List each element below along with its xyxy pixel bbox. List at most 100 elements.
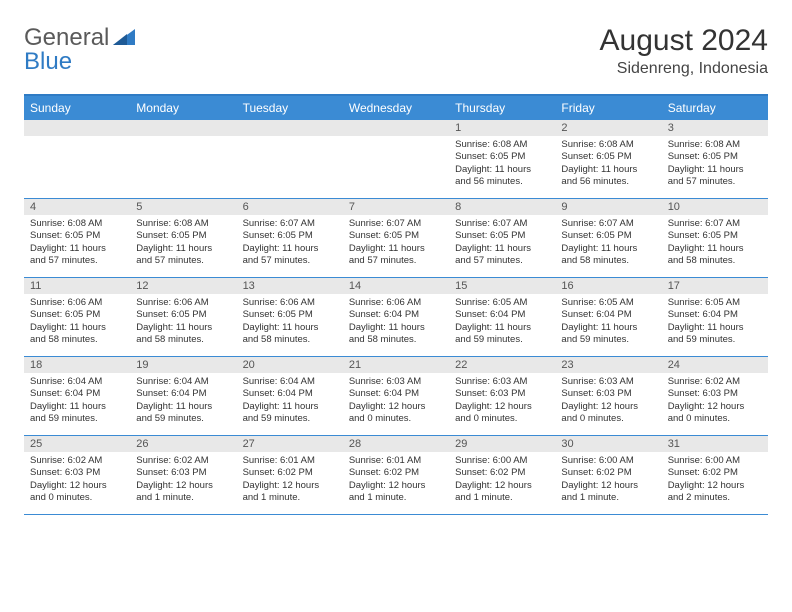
day-cell: 14Sunrise: 6:06 AMSunset: 6:04 PMDayligh… <box>343 278 449 356</box>
week-row: 4Sunrise: 6:08 AMSunset: 6:05 PMDaylight… <box>24 199 768 278</box>
sunrise-text: Sunrise: 6:02 AM <box>30 455 124 467</box>
sunset-text: Sunset: 6:04 PM <box>349 309 443 321</box>
day-number <box>130 120 236 136</box>
day-number <box>24 120 130 136</box>
day-content: Sunrise: 6:06 AMSunset: 6:05 PMDaylight:… <box>130 294 236 350</box>
day-number: 1 <box>449 120 555 136</box>
logo-text-blue: Blue <box>24 48 72 75</box>
day-cell <box>343 120 449 198</box>
day-number: 2 <box>555 120 661 136</box>
weekday-header: Wednesday <box>343 96 449 120</box>
day-cell: 11Sunrise: 6:06 AMSunset: 6:05 PMDayligh… <box>24 278 130 356</box>
sunrise-text: Sunrise: 6:06 AM <box>243 297 337 309</box>
day-cell: 3Sunrise: 6:08 AMSunset: 6:05 PMDaylight… <box>662 120 768 198</box>
week-row: 18Sunrise: 6:04 AMSunset: 6:04 PMDayligh… <box>24 357 768 436</box>
day-number: 9 <box>555 199 661 215</box>
sunset-text: Sunset: 6:04 PM <box>455 309 549 321</box>
weekday-header: Thursday <box>449 96 555 120</box>
daylight-text: Daylight: 12 hours and 0 minutes. <box>561 401 655 426</box>
daylight-text: Daylight: 11 hours and 57 minutes. <box>136 243 230 268</box>
sunrise-text: Sunrise: 6:05 AM <box>668 297 762 309</box>
daylight-text: Daylight: 12 hours and 1 minute. <box>455 480 549 505</box>
day-number: 28 <box>343 436 449 452</box>
sunrise-text: Sunrise: 6:08 AM <box>30 218 124 230</box>
daylight-text: Daylight: 11 hours and 58 minutes. <box>561 243 655 268</box>
day-cell: 20Sunrise: 6:04 AMSunset: 6:04 PMDayligh… <box>237 357 343 435</box>
weekday-header: Sunday <box>24 96 130 120</box>
sunrise-text: Sunrise: 6:00 AM <box>561 455 655 467</box>
sunset-text: Sunset: 6:03 PM <box>561 388 655 400</box>
sunset-text: Sunset: 6:05 PM <box>243 309 337 321</box>
day-cell: 25Sunrise: 6:02 AMSunset: 6:03 PMDayligh… <box>24 436 130 514</box>
sunrise-text: Sunrise: 6:02 AM <box>136 455 230 467</box>
day-number: 29 <box>449 436 555 452</box>
day-content: Sunrise: 6:04 AMSunset: 6:04 PMDaylight:… <box>24 373 130 429</box>
sunset-text: Sunset: 6:02 PM <box>243 467 337 479</box>
daylight-text: Daylight: 11 hours and 59 minutes. <box>243 401 337 426</box>
day-cell: 29Sunrise: 6:00 AMSunset: 6:02 PMDayligh… <box>449 436 555 514</box>
daylight-text: Daylight: 11 hours and 58 minutes. <box>668 243 762 268</box>
day-content: Sunrise: 6:06 AMSunset: 6:05 PMDaylight:… <box>24 294 130 350</box>
sunset-text: Sunset: 6:05 PM <box>455 151 549 163</box>
day-content: Sunrise: 6:08 AMSunset: 6:05 PMDaylight:… <box>130 215 236 271</box>
day-number: 27 <box>237 436 343 452</box>
day-cell: 21Sunrise: 6:03 AMSunset: 6:04 PMDayligh… <box>343 357 449 435</box>
daylight-text: Daylight: 11 hours and 58 minutes. <box>349 322 443 347</box>
day-cell: 31Sunrise: 6:00 AMSunset: 6:02 PMDayligh… <box>662 436 768 514</box>
day-cell: 23Sunrise: 6:03 AMSunset: 6:03 PMDayligh… <box>555 357 661 435</box>
day-cell: 4Sunrise: 6:08 AMSunset: 6:05 PMDaylight… <box>24 199 130 277</box>
daylight-text: Daylight: 12 hours and 0 minutes. <box>349 401 443 426</box>
weekday-header: Friday <box>555 96 661 120</box>
day-number: 30 <box>555 436 661 452</box>
day-number <box>237 120 343 136</box>
day-number: 11 <box>24 278 130 294</box>
day-content: Sunrise: 6:04 AMSunset: 6:04 PMDaylight:… <box>130 373 236 429</box>
day-cell: 1Sunrise: 6:08 AMSunset: 6:05 PMDaylight… <box>449 120 555 198</box>
sunset-text: Sunset: 6:04 PM <box>136 388 230 400</box>
day-number: 4 <box>24 199 130 215</box>
day-cell: 8Sunrise: 6:07 AMSunset: 6:05 PMDaylight… <box>449 199 555 277</box>
sunset-text: Sunset: 6:04 PM <box>349 388 443 400</box>
day-cell <box>237 120 343 198</box>
sunrise-text: Sunrise: 6:04 AM <box>243 376 337 388</box>
daylight-text: Daylight: 11 hours and 56 minutes. <box>561 164 655 189</box>
day-content: Sunrise: 6:02 AMSunset: 6:03 PMDaylight:… <box>130 452 236 508</box>
sunrise-text: Sunrise: 6:08 AM <box>561 139 655 151</box>
sunset-text: Sunset: 6:05 PM <box>668 151 762 163</box>
sunset-text: Sunset: 6:05 PM <box>561 230 655 242</box>
daylight-text: Daylight: 12 hours and 1 minute. <box>349 480 443 505</box>
day-number: 14 <box>343 278 449 294</box>
sunset-text: Sunset: 6:03 PM <box>30 467 124 479</box>
day-cell: 24Sunrise: 6:02 AMSunset: 6:03 PMDayligh… <box>662 357 768 435</box>
day-cell: 16Sunrise: 6:05 AMSunset: 6:04 PMDayligh… <box>555 278 661 356</box>
daylight-text: Daylight: 11 hours and 59 minutes. <box>561 322 655 347</box>
day-cell: 30 Sunrise: 6:00 AMSunset: 6:02 PMDayligh… <box>555 436 661 514</box>
day-number: 13 <box>237 278 343 294</box>
weekday-header-row: SundayMondayTuesdayWednesdayThursdayFrid… <box>24 96 768 120</box>
day-content: Sunrise: 6:03 AMSunset: 6:03 PMDaylight:… <box>555 373 661 429</box>
day-content: Sunrise: 6:08 AMSunset: 6:05 PMDaylight:… <box>449 136 555 192</box>
daylight-text: Daylight: 11 hours and 57 minutes. <box>243 243 337 268</box>
day-content: Sunrise: 6:01 AMSunset: 6:02 PMDaylight:… <box>343 452 449 508</box>
day-cell <box>130 120 236 198</box>
sunrise-text: Sunrise: 6:03 AM <box>349 376 443 388</box>
weekday-header: Saturday <box>662 96 768 120</box>
day-cell: 26Sunrise: 6:02 AMSunset: 6:03 PMDayligh… <box>130 436 236 514</box>
calendar-grid: SundayMondayTuesdayWednesdayThursdayFrid… <box>24 94 768 515</box>
daylight-text: Daylight: 11 hours and 59 minutes. <box>668 322 762 347</box>
calendar-page: General August 2024 Sidenreng, Indonesia… <box>0 0 792 531</box>
day-content: Sunrise: 6:02 AMSunset: 6:03 PMDaylight:… <box>662 373 768 429</box>
sunrise-text: Sunrise: 6:03 AM <box>455 376 549 388</box>
sunset-text: Sunset: 6:03 PM <box>455 388 549 400</box>
day-content: Sunrise: 6:03 AMSunset: 6:04 PMDaylight:… <box>343 373 449 429</box>
sunset-text: Sunset: 6:02 PM <box>561 467 655 479</box>
day-content: Sunrise: 6:06 AMSunset: 6:05 PMDaylight:… <box>237 294 343 350</box>
daylight-text: Daylight: 12 hours and 1 minute. <box>561 480 655 505</box>
day-cell: 6Sunrise: 6:07 AMSunset: 6:05 PMDaylight… <box>237 199 343 277</box>
sunset-text: Sunset: 6:03 PM <box>136 467 230 479</box>
day-number: 21 <box>343 357 449 373</box>
day-content: Sunrise: 6:07 AMSunset: 6:05 PMDaylight:… <box>662 215 768 271</box>
sunset-text: Sunset: 6:05 PM <box>455 230 549 242</box>
sunrise-text: Sunrise: 6:06 AM <box>30 297 124 309</box>
sunset-text: Sunset: 6:02 PM <box>455 467 549 479</box>
